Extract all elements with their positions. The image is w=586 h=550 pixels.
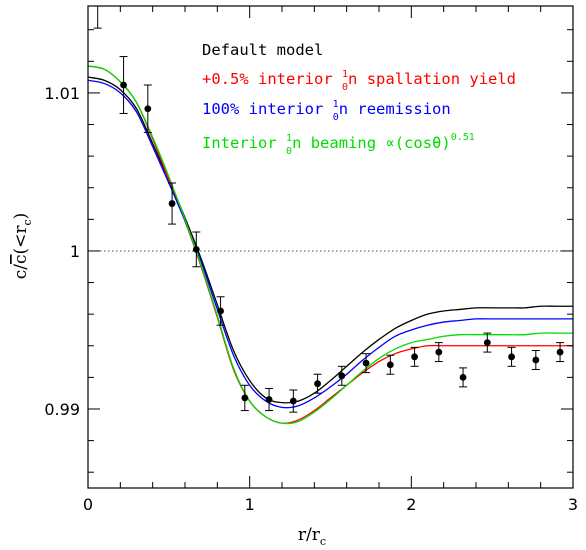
data-point bbox=[386, 361, 394, 369]
legend-entry-default: Default model bbox=[202, 41, 323, 59]
legend-sub: 0 bbox=[342, 82, 348, 93]
legend-exponent: 0.51 bbox=[451, 132, 475, 143]
data-point bbox=[338, 372, 346, 380]
series-line-1 bbox=[88, 65, 573, 424]
data-point bbox=[556, 348, 564, 356]
x-tick-label: 0 bbox=[83, 495, 93, 514]
data-point bbox=[483, 339, 491, 347]
y-tick-label: 1.01 bbox=[44, 84, 80, 103]
data-point bbox=[144, 105, 152, 113]
data-point bbox=[459, 373, 467, 381]
data-point bbox=[120, 81, 127, 89]
series-line-0 bbox=[88, 76, 573, 404]
x-tick-label: 1 bbox=[245, 495, 255, 514]
data-point bbox=[241, 394, 249, 402]
data-point bbox=[217, 307, 224, 315]
legend-entry-spallation: +0.5% interior 1 0n spallation yield bbox=[202, 69, 516, 93]
data-point bbox=[168, 200, 176, 207]
plot-frame bbox=[87, 5, 574, 489]
legend-sub: 0 bbox=[286, 146, 292, 157]
legend-sup: 1 bbox=[333, 99, 339, 110]
x-axis-label: r/rc bbox=[298, 525, 326, 548]
data-point bbox=[94, 0, 101, 5]
x-tick-label: 2 bbox=[406, 495, 416, 514]
legend: Default model +0.5% interior 1 0n spallat… bbox=[202, 41, 516, 157]
legend-entry-reemission: 100% interior 1 0n reemission bbox=[202, 99, 451, 123]
legend-sub: 0 bbox=[333, 112, 339, 123]
y-axis-label: c/c(<rc) bbox=[11, 213, 34, 280]
data-point bbox=[192, 245, 200, 253]
data-point bbox=[289, 397, 297, 405]
series-line-3 bbox=[88, 65, 573, 425]
legend-sup: 1 bbox=[342, 69, 348, 80]
legend-sup: 1 bbox=[286, 133, 292, 144]
series-line-2 bbox=[88, 79, 573, 409]
data-point bbox=[411, 353, 418, 361]
data-point bbox=[362, 359, 370, 367]
measurement-layer bbox=[93, 0, 565, 413]
series-layer bbox=[88, 65, 573, 425]
y-tick-label: 1 bbox=[70, 242, 80, 261]
data-point bbox=[314, 380, 321, 388]
data-point bbox=[532, 356, 540, 364]
data-point bbox=[265, 396, 273, 403]
data-point bbox=[508, 353, 515, 361]
y-tick-label: 0.99 bbox=[44, 400, 80, 419]
legend-entry-beaming: Interior 1 0n beaming ∝(cosθ)0.51 bbox=[202, 132, 475, 157]
x-tick-label: 3 bbox=[568, 495, 578, 514]
data-point bbox=[435, 348, 443, 356]
